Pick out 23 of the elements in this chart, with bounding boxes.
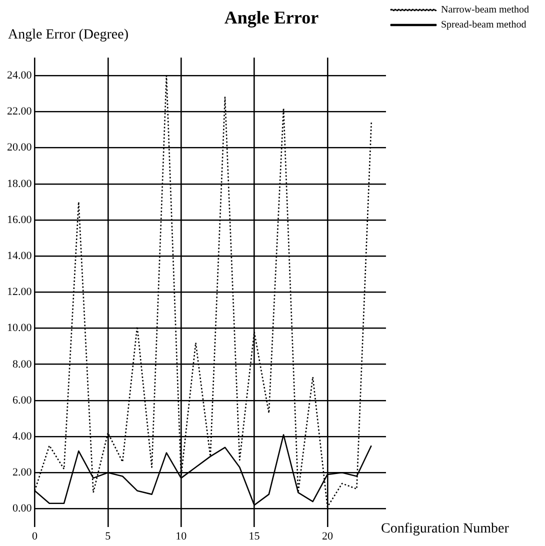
y-tick-label: 16.00 <box>7 214 32 226</box>
legend-label: Narrow-beam method <box>440 4 530 16</box>
x-axis-title: Configuration Number <box>380 521 510 536</box>
x-tick-label: 0 <box>32 530 38 542</box>
y-tick-label: 2.00 <box>12 466 32 479</box>
legend-label: Spread-beam method <box>440 20 526 31</box>
y-tick-label: 18.00 <box>7 178 32 190</box>
y-tick-label: 6.00 <box>12 394 32 406</box>
y-tick-label: 8.00 <box>12 358 32 370</box>
y-tick-label: 22.00 <box>7 106 32 118</box>
x-tick-label: 15 <box>248 530 260 542</box>
x-tick-label: 5 <box>105 530 112 542</box>
y-tick-label: 10.00 <box>7 322 32 334</box>
y-tick-label: 12.00 <box>7 286 32 298</box>
y-axis-title: Angle Error (Degree) <box>8 27 129 42</box>
y-tick-label: 24.00 <box>7 70 32 82</box>
chart-title: Angle Error <box>224 7 319 28</box>
x-tick-label: 20 <box>322 530 334 542</box>
y-tick-label: 14.00 <box>7 250 32 262</box>
y-tick-label: 0.00 <box>12 502 32 515</box>
y-tick-label: 4.00 <box>12 430 32 442</box>
y-tick-label: 20.00 <box>7 142 32 154</box>
x-tick-label: 10 <box>176 530 188 542</box>
